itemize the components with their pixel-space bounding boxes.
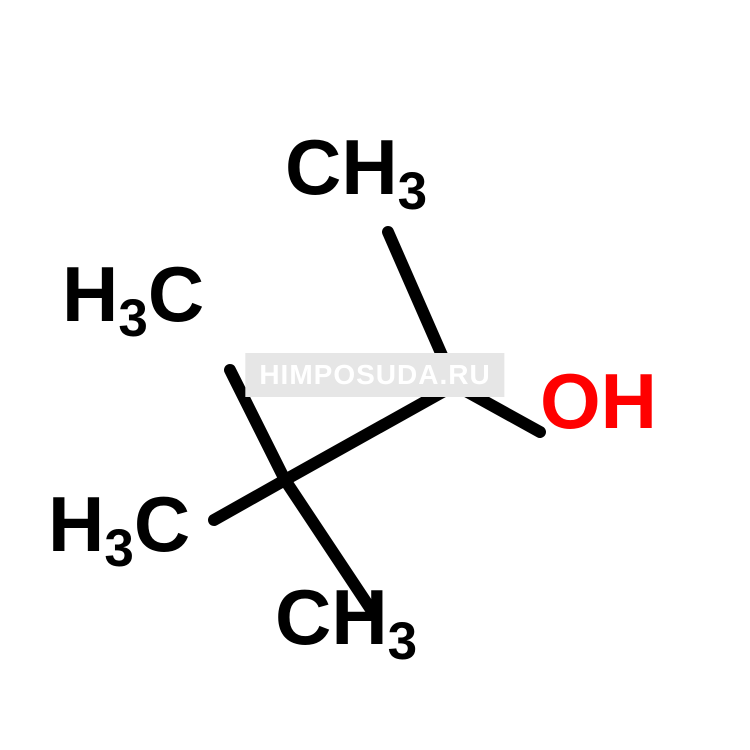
watermark: HIMPOSUDA.RU	[245, 353, 504, 397]
label-h3c-upper: H3C	[62, 255, 204, 333]
label-oh: OH	[540, 362, 657, 440]
label-ch3-bottom: CH3	[275, 578, 417, 656]
label-h3c-lower: H3C	[48, 485, 190, 563]
label-ch3-top: CH3	[285, 128, 427, 206]
